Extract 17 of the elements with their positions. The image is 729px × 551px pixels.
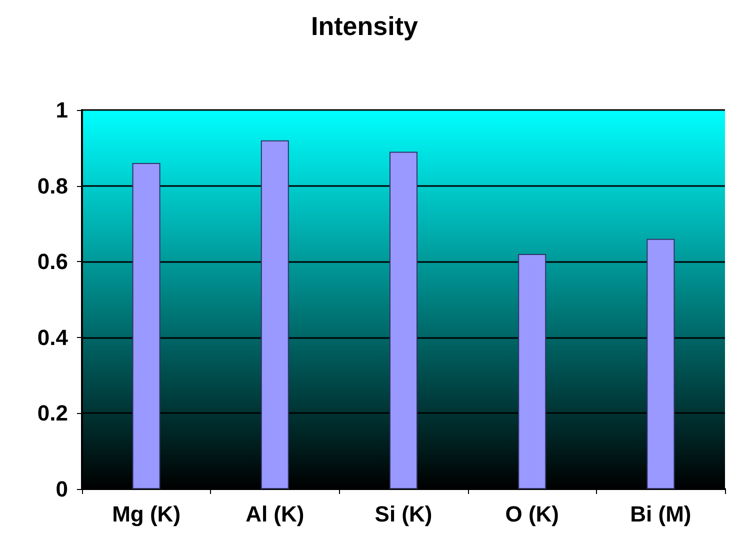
y-tick-label: 0: [56, 476, 68, 502]
y-tick-label: 0.4: [37, 324, 69, 350]
y-tick-label: 0.8: [37, 173, 68, 198]
x-tick-label: Si (K): [374, 502, 432, 526]
y-tick-label: 1: [56, 98, 68, 122]
bar: [646, 238, 675, 489]
x-tick-label: O (K): [505, 502, 559, 526]
x-tick-label: Mg (K): [112, 502, 181, 526]
x-tick-label: Bi (M): [630, 502, 692, 526]
bar: [390, 152, 418, 489]
x-tick-label: Al (K): [246, 502, 304, 526]
bar: [132, 163, 160, 489]
chart-title: Intensity: [311, 11, 418, 41]
y-tick-label: 0.6: [37, 249, 68, 274]
bar: [260, 140, 289, 489]
y-tick-label: 0.2: [37, 400, 68, 426]
bar: [518, 254, 546, 489]
